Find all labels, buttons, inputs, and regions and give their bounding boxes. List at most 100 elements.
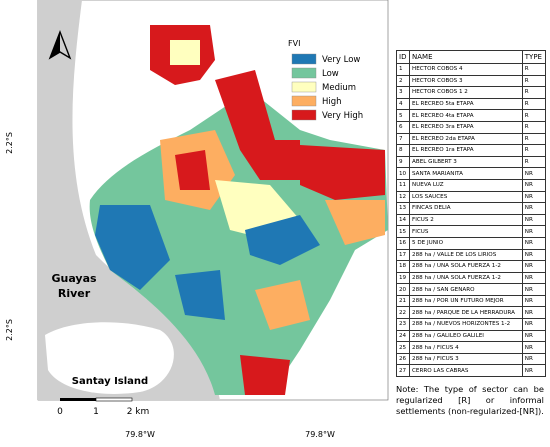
table-cell: NR [521, 364, 547, 378]
table-cell: 15 [395, 225, 411, 238]
map-zone [325, 200, 385, 245]
table-row: 18 288 ha / UNA SOLA FUERZA 1-2 NR [395, 260, 547, 273]
table-cell: HECTOR COBOS 3 [409, 74, 523, 88]
table-row: 19 288 ha / UNA SOLA FUERZA 1-2 NR [395, 271, 547, 285]
table-cell: 288 ha / FICUS 4 [409, 341, 523, 354]
table-cell: NR [521, 306, 547, 320]
table-cell: 12 [395, 190, 411, 204]
map-zone [175, 270, 225, 320]
table-cell: EL RECREO 1ra ETAPA [409, 144, 523, 157]
table-row: 22 288 ha / PARQUE DE LA HERRADURA NR [395, 306, 547, 320]
table-cell: FINCAS DELIA [409, 202, 523, 215]
lon-label: 79.8°W [125, 430, 155, 439]
table-row: 27 CERRO LAS CABRAS NR [395, 364, 547, 378]
table-cell: EL RECREO 2da ETAPA [409, 132, 523, 146]
legend-label: High [322, 97, 342, 107]
place-label: Guayas [51, 272, 97, 285]
table-cell: R [521, 155, 547, 169]
table-cell: R [521, 63, 547, 76]
table-cell: NUEVA LUZ [409, 178, 523, 192]
table-cell: 288 ha / VALLE DE LOS LIRIOS [409, 248, 523, 262]
table-cell: 288 ha / POR UN FUTURO MEJOR [409, 294, 523, 308]
table-cell: 2 [395, 74, 411, 88]
map-zone [245, 215, 320, 265]
table-cell: NR [521, 294, 547, 308]
table-row: 14 FICUS 2 NR [395, 213, 547, 227]
north-arrow [48, 30, 72, 60]
table-cell: R [521, 144, 547, 157]
table-cell: 7 [395, 132, 411, 146]
table-cell: NR [521, 318, 547, 331]
table-row: 15 FICUS NR [395, 225, 547, 238]
table-cell: 288 ha / SAN GENARO [409, 283, 523, 296]
table-row: 17 288 ha / VALLE DE LOS LIRIOS NR [395, 248, 547, 262]
table-cell: EL RECREO 3ra ETAPA [409, 120, 523, 134]
table-cell: R [521, 97, 547, 111]
table-row: 26 288 ha / FICUS 3 NR [395, 352, 547, 366]
table-row: 4 EL RECREO 5ta ETAPA R [395, 97, 547, 111]
table-cell: NR [521, 167, 547, 180]
legend-label: Low [322, 69, 339, 79]
table-cell: NR [521, 260, 547, 273]
table-cell: 8 [395, 144, 411, 157]
table-cell: HECTOR COBOS 1 2 [409, 86, 523, 99]
table-cell: 5 DE JUNIO [409, 236, 523, 250]
table-cell: 26 [395, 352, 411, 366]
table-cell: CERRO LAS CABRAS [409, 364, 523, 378]
table-row: 5 EL RECREO 4ta ETAPA R [395, 109, 547, 122]
table-cell: NR [521, 225, 547, 238]
table-cell: 18 [395, 260, 411, 273]
table-cell: 17 [395, 248, 411, 262]
table-cell: NR [521, 202, 547, 215]
table-row: 24 288 ha / GALILEO GALILEI NR [395, 329, 547, 343]
map: FVI Very Low Low Medium High Very High Guaya… [5, 0, 389, 439]
table-row: 16 5 DE JUNIO NR [395, 236, 547, 250]
table-row: 12 LOS SAUCES NR [395, 190, 547, 204]
table-cell: 13 [395, 202, 411, 215]
table-cell: 25 [395, 341, 411, 354]
table-row: 20 288 ha / SAN GENARO NR [395, 283, 547, 296]
table-row: 25 288 ha / FICUS 4 NR [395, 341, 547, 354]
river [38, 0, 220, 400]
table-cell: 288 ha / NUEVOS HORIZONTES 1-2 [409, 318, 523, 331]
table-cell: FICUS 2 [409, 213, 523, 227]
table-cell: R [521, 120, 547, 134]
table-cell: 27 [395, 364, 411, 378]
legend-swatch [291, 109, 317, 121]
lon-label: 79.8°W [305, 430, 335, 439]
table-cell: NR [521, 352, 547, 366]
scale-label: 0 [57, 407, 63, 417]
table-cell: NR [521, 283, 547, 296]
table-cell: 1 [395, 63, 411, 76]
map-zone [170, 40, 200, 65]
table-cell: 10 [395, 167, 411, 180]
table-cell: 24 [395, 329, 411, 343]
table-cell: R [521, 86, 547, 99]
header-cell: ID [395, 50, 411, 64]
place-label: Santay Island [72, 376, 148, 387]
table-cell: 16 [395, 236, 411, 250]
table-row: 11 NUEVA LUZ NR [395, 178, 547, 192]
legend-swatch [291, 53, 317, 65]
table-cell: 288 ha / GALILEO GALILEI [409, 329, 523, 343]
table-cell: 288 ha / PARQUE DE LA HERRADURA [409, 306, 523, 320]
table-cell: EL RECREO 5ta ETAPA [409, 97, 523, 111]
table-cell: 20 [395, 283, 411, 296]
note: Note: The type of sector can be regulari… [396, 384, 544, 416]
map-zone [300, 145, 385, 200]
table-cell: R [521, 74, 547, 88]
sector-table: ID NAME TYPE 1 HECTOR COBOS 4 R 2 HECTOR COBOS … [395, 50, 547, 378]
table-cell: 11 [395, 178, 411, 192]
legend-swatch [291, 95, 317, 107]
table-cell: NR [521, 190, 547, 204]
table-cell: 6 [395, 120, 411, 134]
legend-label: Medium [322, 83, 356, 93]
table-cell: 288 ha / FICUS 3 [409, 352, 523, 366]
table-cell: 288 ha / UNA SOLA FUERZA 1-2 [409, 260, 523, 273]
table-cell: NR [521, 236, 547, 250]
legend-title: FVI [288, 39, 300, 48]
table-cell: EL RECREO 4ta ETAPA [409, 109, 523, 122]
